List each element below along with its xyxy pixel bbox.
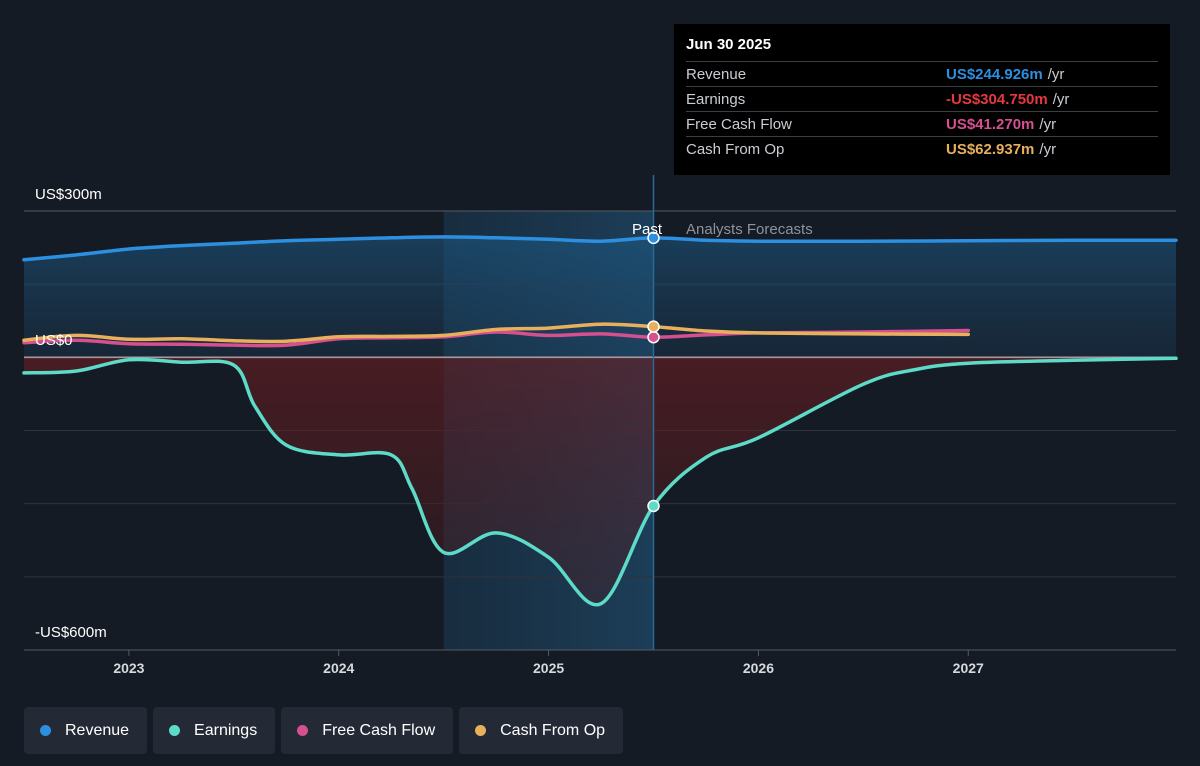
legend: Revenue Earnings Free Cash Flow Cash From O… [24, 707, 624, 754]
tooltip-row-unit: /yr [1047, 65, 1065, 83]
y-label-zero: US$0 [35, 332, 73, 349]
cash-from-op-line [22, 322, 971, 344]
tooltip-row-value: -US$304.750m [946, 90, 1048, 108]
legend-label: Earnings [194, 721, 258, 739]
data-tooltip: Jun 30 2025 Revenue US$244.926m/yr Earning… [674, 24, 1170, 175]
tooltip-row-label: Cash From Op [686, 140, 785, 158]
earnings-line [22, 356, 1178, 607]
revenue-marker [647, 231, 660, 245]
tooltip-row-value: US$41.270m [946, 115, 1035, 133]
tooltip-row-label: Revenue [686, 65, 747, 83]
series-lines [22, 235, 1178, 607]
x-tick-label: 2027 [953, 660, 984, 676]
legend-item-earnings[interactable]: Earnings [153, 707, 276, 754]
legend-label: Revenue [65, 721, 130, 739]
tooltip-row-unit: /yr [1039, 115, 1057, 133]
tooltip-date: Jun 30 2025 [686, 36, 772, 53]
legend-dot-icon [297, 725, 309, 736]
x-tick-label: 2025 [533, 660, 564, 676]
tooltip-row: Revenue US$244.926m/yr [686, 61, 1158, 86]
legend-dot-icon [475, 725, 487, 736]
forecast-label: Analysts Forecasts [686, 221, 813, 238]
legend-label: Free Cash Flow [322, 721, 436, 739]
tooltip-row: Earnings -US$304.750m/yr [686, 86, 1158, 111]
legend-item-revenue[interactable]: Revenue [24, 707, 148, 754]
legend-dot-icon [169, 725, 181, 736]
chart-area: US$300m US$0 -US$600m Past Analysts Fore… [22, 175, 1178, 676]
free-cash-flow-marker [647, 330, 660, 344]
highlight-markers [647, 231, 660, 513]
tooltip-row-unit: /yr [1039, 140, 1057, 158]
tooltip-row-label: Free Cash Flow [686, 115, 792, 133]
y-label-bottom: -US$600m [35, 624, 107, 641]
tooltip-row: Free Cash Flow US$41.270m/yr [686, 111, 1158, 136]
tooltip-row-label: Earnings [686, 90, 746, 108]
tooltip-rows: Revenue US$244.926m/yr Earnings -US$304.750… [686, 61, 1158, 161]
x-tick-label: 2023 [113, 660, 144, 676]
series-fills [24, 236, 1176, 605]
legend-label: Cash From Op [500, 721, 606, 739]
revenue-line [22, 235, 1178, 262]
legend-dot-icon [40, 725, 51, 736]
x-tick-label: 2024 [323, 660, 354, 676]
tooltip-row-value: US$244.926m [946, 65, 1043, 83]
x-tick-label: 2026 [743, 660, 774, 676]
legend-item-free-cash-flow[interactable]: Free Cash Flow [281, 707, 454, 754]
cash-from-op-marker [647, 320, 660, 333]
legend-item-cash-from-op[interactable]: Cash From Op [459, 707, 624, 754]
earnings-area [24, 357, 1176, 605]
earnings-marker [647, 499, 660, 513]
tooltip-row: Cash From Op US$62.937m/yr [686, 136, 1158, 161]
tooltip-row-unit: /yr [1052, 90, 1070, 108]
revenue-area [24, 236, 1176, 358]
past-label: Past [632, 221, 663, 238]
y-label-top: US$300m [35, 186, 102, 203]
x-axis-ticks: 2023 2024 2025 2026 2027 [113, 650, 984, 676]
tooltip-row-value: US$62.937m [946, 140, 1035, 158]
